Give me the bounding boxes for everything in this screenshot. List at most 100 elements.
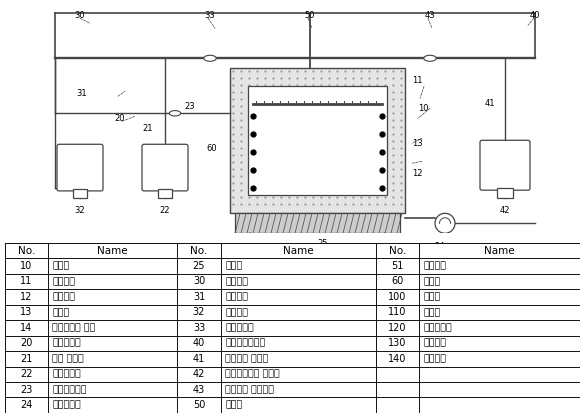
Bar — [221, 351, 376, 366]
Bar — [221, 398, 376, 413]
Text: Name: Name — [484, 246, 515, 256]
Bar — [419, 366, 580, 382]
Bar — [221, 336, 376, 351]
Text: 24: 24 — [20, 400, 32, 410]
Bar — [5, 336, 48, 351]
Bar — [221, 274, 376, 289]
Text: 43: 43 — [193, 385, 205, 395]
Bar — [221, 289, 376, 305]
Text: No.: No. — [389, 246, 406, 256]
Bar — [376, 305, 419, 320]
Text: 진공관: 진공관 — [225, 261, 242, 271]
Bar — [5, 366, 48, 382]
Text: 염화아연 공급밸브: 염화아연 공급밸브 — [225, 385, 274, 394]
Text: 14: 14 — [20, 323, 32, 333]
Bar — [157, 189, 173, 198]
Text: 질소저장조: 질소저장조 — [53, 370, 81, 379]
Bar — [48, 274, 177, 289]
Text: 내부챔버의 내부: 내부챔버의 내부 — [53, 323, 96, 332]
Bar — [376, 289, 419, 305]
Bar — [177, 351, 221, 366]
Bar — [376, 274, 419, 289]
Text: 30: 30 — [193, 276, 205, 286]
Bar — [497, 188, 513, 198]
Text: 13: 13 — [412, 139, 422, 148]
Text: 보온층: 보온층 — [53, 308, 70, 317]
Text: 질소공급밸브: 질소공급밸브 — [53, 385, 87, 394]
Bar — [419, 351, 580, 366]
Text: 22: 22 — [160, 206, 170, 215]
Bar — [177, 243, 221, 258]
Text: 43: 43 — [425, 11, 435, 20]
Text: No.: No. — [190, 246, 208, 256]
Text: 진공펌프부: 진공펌프부 — [53, 401, 81, 410]
Text: 내부챔버: 내부챔버 — [53, 293, 75, 301]
Text: Name: Name — [283, 246, 314, 256]
Text: 32: 32 — [193, 308, 205, 317]
Text: 140: 140 — [388, 354, 407, 364]
Bar — [177, 274, 221, 289]
Text: 입력부: 입력부 — [424, 308, 441, 317]
Text: 25: 25 — [317, 239, 328, 248]
Bar — [376, 398, 419, 413]
Text: 42: 42 — [500, 206, 510, 215]
Bar — [419, 289, 580, 305]
Text: 60: 60 — [391, 276, 404, 286]
Text: 41: 41 — [193, 354, 205, 364]
Bar — [177, 258, 221, 274]
Bar — [376, 351, 419, 366]
Text: 13: 13 — [20, 308, 32, 317]
Text: 10: 10 — [418, 104, 428, 113]
Text: 33: 33 — [205, 11, 215, 20]
Text: 40: 40 — [530, 11, 541, 20]
Bar — [5, 274, 48, 289]
Bar — [48, 336, 177, 351]
Bar — [419, 274, 580, 289]
Bar — [419, 320, 580, 336]
Bar — [48, 305, 177, 320]
Text: 33: 33 — [193, 323, 205, 333]
Text: 물공급관: 물공급관 — [225, 293, 248, 301]
Text: 11: 11 — [412, 76, 422, 85]
Text: 물공급밸브: 물공급밸브 — [225, 323, 254, 332]
Text: 물저장조: 물저장조 — [225, 308, 248, 317]
Text: 챔버부: 챔버부 — [53, 261, 70, 271]
Bar — [221, 258, 376, 274]
Text: 32: 32 — [75, 206, 85, 215]
Text: 질소공급부: 질소공급부 — [53, 339, 81, 348]
Bar — [177, 320, 221, 336]
Bar — [73, 189, 87, 198]
Bar — [48, 243, 177, 258]
Bar — [5, 351, 48, 366]
Bar — [419, 305, 580, 320]
Text: 25: 25 — [192, 261, 205, 271]
Text: 11: 11 — [20, 276, 32, 286]
Ellipse shape — [424, 55, 436, 61]
Text: 온도센서부: 온도센서부 — [424, 323, 452, 332]
Bar — [177, 398, 221, 413]
Text: 염화아연 이송관: 염화아연 이송관 — [225, 354, 269, 363]
Text: 20: 20 — [20, 338, 32, 348]
Bar — [5, 258, 48, 274]
Bar — [5, 243, 48, 258]
Bar — [5, 320, 48, 336]
Bar — [177, 289, 221, 305]
Bar — [221, 243, 376, 258]
Text: 51: 51 — [305, 107, 316, 116]
Bar — [235, 213, 400, 233]
Text: 12: 12 — [20, 292, 32, 302]
Text: 질소 공급관: 질소 공급관 — [53, 354, 84, 363]
Bar — [177, 305, 221, 320]
Text: 10: 10 — [20, 261, 32, 271]
FancyBboxPatch shape — [480, 140, 530, 190]
FancyBboxPatch shape — [142, 144, 188, 191]
Bar — [221, 305, 376, 320]
Bar — [376, 258, 419, 274]
Text: 20: 20 — [115, 114, 125, 123]
Circle shape — [435, 213, 455, 233]
Text: 타이머부: 타이머부 — [424, 339, 447, 348]
Text: 21: 21 — [143, 124, 153, 133]
Text: 110: 110 — [388, 308, 407, 317]
Bar — [419, 398, 580, 413]
Bar — [376, 243, 419, 258]
